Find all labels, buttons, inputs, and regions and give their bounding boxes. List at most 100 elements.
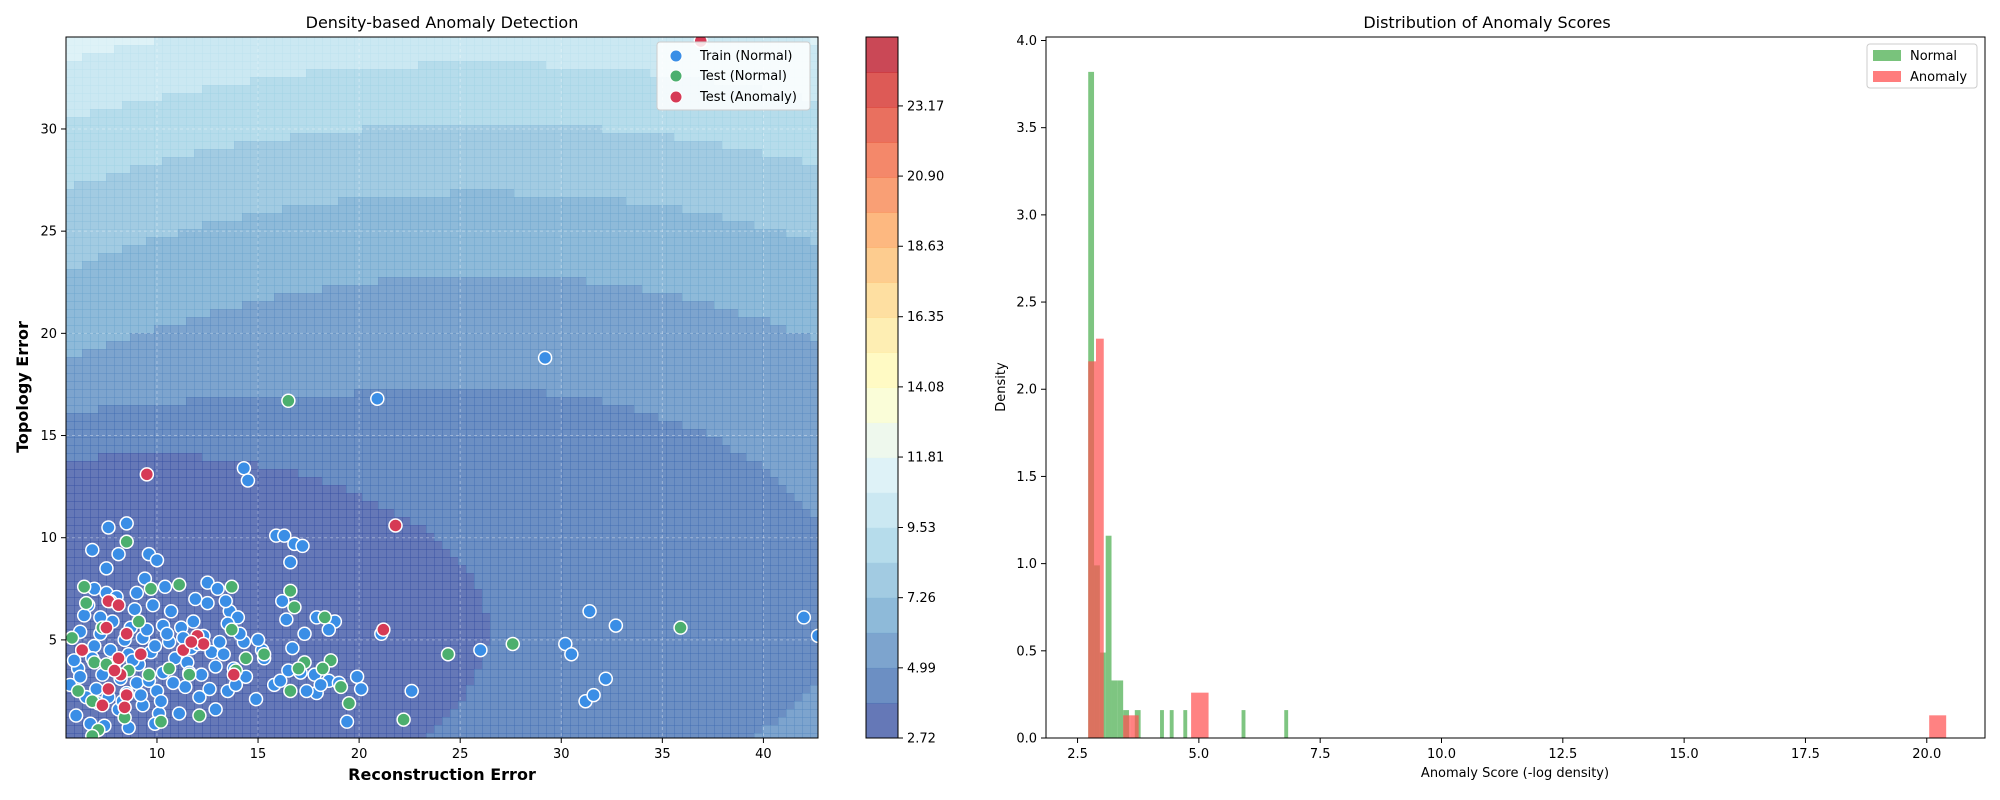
density-cell [282, 365, 291, 374]
density-cell [354, 405, 363, 414]
density-cell [370, 685, 379, 694]
density-cell [482, 685, 491, 694]
density-cell [490, 365, 499, 374]
density-cell [242, 309, 251, 318]
density-cell [410, 597, 419, 606]
density-cell [426, 397, 435, 406]
density-cell [474, 189, 483, 198]
density-cell [466, 501, 475, 510]
density-cell [66, 237, 75, 246]
density-cell [282, 605, 291, 614]
density-cell [274, 469, 283, 478]
density-cell [402, 437, 411, 446]
density-cell [306, 229, 315, 238]
density-cell [290, 701, 299, 710]
density-cell [258, 181, 267, 190]
density-cell [378, 413, 387, 422]
density-cell [306, 133, 315, 142]
density-cell [290, 53, 299, 62]
density-cell [498, 189, 507, 198]
density-cell [146, 341, 155, 350]
density-cell [202, 549, 211, 558]
density-cell [90, 621, 99, 630]
density-cell [194, 685, 203, 694]
density-cell [386, 437, 395, 446]
density-cell [314, 149, 323, 158]
density-cell [146, 93, 155, 102]
density-cell [450, 725, 459, 734]
density-cell [466, 573, 475, 582]
density-cell [90, 173, 99, 182]
density-cell [498, 389, 507, 398]
density-cell [298, 93, 307, 102]
density-cell [330, 485, 339, 494]
density-cell [242, 133, 251, 142]
density-cell [506, 501, 515, 510]
density-cell [354, 181, 363, 190]
density-cell [250, 237, 259, 246]
density-cell [354, 469, 363, 478]
density-cell [498, 173, 507, 182]
density-cell [74, 157, 83, 166]
density-cell [322, 205, 331, 214]
density-cell [186, 517, 195, 526]
density-cell [474, 613, 483, 622]
density-cell [186, 477, 195, 486]
density-cell [250, 157, 259, 166]
density-cell [466, 277, 475, 286]
density-cell [170, 557, 179, 566]
density-cell [298, 397, 307, 406]
density-cell [354, 197, 363, 206]
density-cell [114, 333, 123, 342]
density-cell [146, 181, 155, 190]
density-cell [90, 397, 99, 406]
density-cell [106, 197, 115, 206]
density-cell [178, 253, 187, 262]
density-cell [458, 261, 467, 270]
density-cell [106, 733, 115, 738]
density-cell [170, 413, 179, 422]
density-cell [162, 197, 171, 206]
density-cell [410, 517, 419, 526]
density-cell [234, 517, 243, 526]
density-cell [90, 293, 99, 302]
density-cell [82, 485, 91, 494]
density-cell [346, 581, 355, 590]
density-cell [178, 277, 187, 286]
density-cell [418, 677, 427, 686]
density-cell [506, 509, 515, 518]
density-cell [242, 445, 251, 454]
density-cell [346, 645, 355, 654]
density-cell [418, 309, 427, 318]
density-cell [186, 373, 195, 382]
density-cell [354, 341, 363, 350]
density-cell [170, 101, 179, 110]
density-cell [298, 485, 307, 494]
density-cell [370, 445, 379, 454]
density-cell [426, 573, 435, 582]
density-cell [362, 669, 371, 678]
density-cell [466, 189, 475, 198]
density-cell [354, 69, 363, 78]
density-cell [274, 277, 283, 286]
density-cell [202, 229, 211, 238]
density-cell [434, 205, 443, 214]
density-cell [402, 453, 411, 462]
density-cell [66, 109, 75, 118]
density-cell [282, 357, 291, 366]
density-cell [66, 429, 75, 438]
density-cell [482, 189, 491, 198]
density-cell [506, 309, 515, 318]
density-cell [378, 245, 387, 254]
density-cell [274, 221, 283, 230]
density-cell [322, 437, 331, 446]
density-cell [242, 725, 251, 734]
density-cell [202, 493, 211, 502]
density-cell [250, 109, 259, 118]
density-cell [266, 341, 275, 350]
density-cell [74, 261, 83, 270]
density-cell [322, 429, 331, 438]
density-cell [186, 245, 195, 254]
density-cell [130, 69, 139, 78]
density-cell [218, 477, 227, 486]
